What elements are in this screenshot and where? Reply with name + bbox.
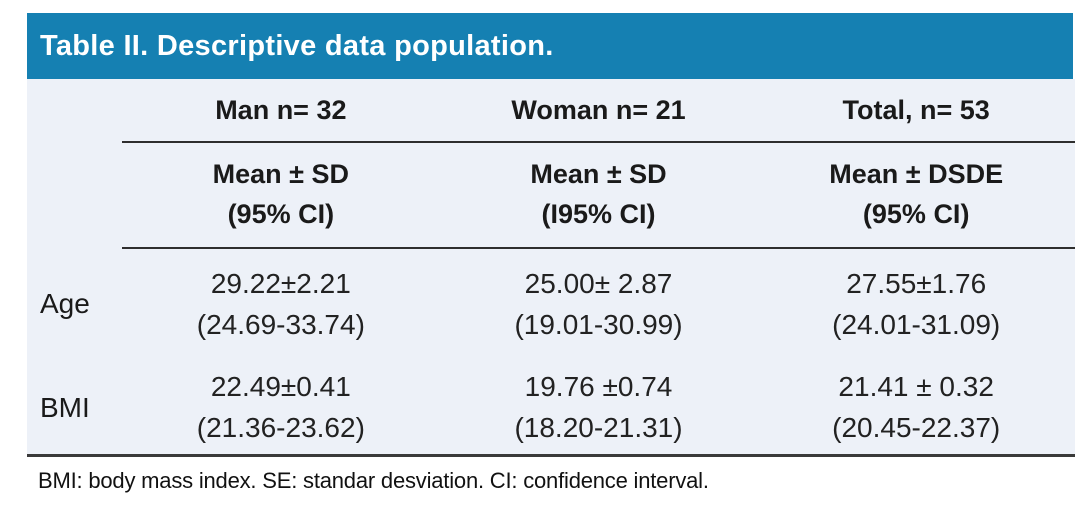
bmi-woman-mean: 19.76 ±0.74 bbox=[524, 371, 673, 402]
age-woman-cell: 25.00± 2.87 (19.01-30.99) bbox=[440, 247, 758, 360]
subheader-man-line2: (95% CI) bbox=[227, 199, 335, 229]
subheader-woman-line2: (I95% CI) bbox=[541, 199, 656, 229]
table-footnote: BMI: body mass index. SE: standar desvia… bbox=[38, 468, 709, 493]
bmi-woman-ci: (18.20-21.31) bbox=[514, 412, 683, 443]
subheader-spacer bbox=[27, 141, 122, 247]
column-header-row: Man n= 32 Woman n= 21 Total, n= 53 bbox=[27, 79, 1075, 141]
column-header-total: Total, n= 53 bbox=[842, 94, 990, 125]
subheader-man-line1: Mean ± SD bbox=[212, 159, 350, 189]
bmi-man-mean: 22.49±0.41 bbox=[210, 371, 351, 402]
row-label-header-spacer bbox=[27, 79, 122, 141]
subheader-total-line2: (95% CI) bbox=[862, 199, 970, 229]
age-total-cell: 27.55±1.76 (24.01-31.09) bbox=[757, 247, 1075, 360]
subheader-total: Mean ± DSDE (95% CI) bbox=[757, 141, 1075, 247]
subheader-total-line1: Mean ± DSDE bbox=[829, 159, 1004, 189]
age-man-mean: 29.22±2.21 bbox=[210, 267, 351, 299]
bmi-man-ci: (21.36-23.62) bbox=[196, 412, 365, 443]
column-header-woman: Woman n= 21 bbox=[511, 94, 686, 125]
age-total-ci: (24.01-31.09) bbox=[832, 308, 1001, 340]
table-title-bar: Table II. Descriptive data population. bbox=[27, 13, 1073, 79]
bmi-man-cell: 22.49±0.41 (21.36-23.62) bbox=[122, 360, 440, 454]
descriptive-table: Man n= 32 Woman n= 21 Total, n= 53 Mean … bbox=[27, 79, 1075, 457]
bmi-total-cell: 21.41 ± 0.32 (20.45-22.37) bbox=[757, 360, 1075, 454]
subheader-row: Mean ± SD (95% CI) Mean ± SD (I95% CI) M… bbox=[27, 141, 1075, 247]
row-label-age: Age bbox=[40, 288, 90, 319]
subheader-woman-line1: Mean ± SD bbox=[530, 159, 667, 189]
column-header-man: Man n= 32 bbox=[215, 94, 347, 125]
rule-under-column-headers bbox=[122, 141, 1075, 143]
subheader-woman: Mean ± SD (I95% CI) bbox=[440, 141, 758, 247]
bmi-woman-cell: 19.76 ±0.74 (18.20-21.31) bbox=[440, 360, 758, 454]
bmi-total-ci: (20.45-22.37) bbox=[832, 412, 1001, 443]
age-total-mean: 27.55±1.76 bbox=[846, 267, 987, 299]
age-woman-mean: 25.00± 2.87 bbox=[524, 267, 673, 299]
rule-under-subheaders bbox=[122, 247, 1075, 249]
age-woman-ci: (19.01-30.99) bbox=[514, 308, 683, 340]
bmi-total-mean: 21.41 ± 0.32 bbox=[838, 371, 994, 402]
age-man-ci: (24.69-33.74) bbox=[196, 308, 365, 340]
row-label-bmi: BMI bbox=[40, 391, 90, 423]
age-man-cell: 29.22±2.21 (24.69-33.74) bbox=[122, 247, 440, 360]
table-title: Table II. Descriptive data population. bbox=[40, 29, 554, 62]
table-row-bmi: BMI 22.49±0.41 (21.36-23.62) 19.76 ±0.74… bbox=[27, 360, 1075, 454]
subheader-man: Mean ± SD (95% CI) bbox=[122, 141, 440, 247]
table-row-age: Age 29.22±2.21 (24.69-33.74) 25.00± 2.87… bbox=[27, 247, 1075, 360]
